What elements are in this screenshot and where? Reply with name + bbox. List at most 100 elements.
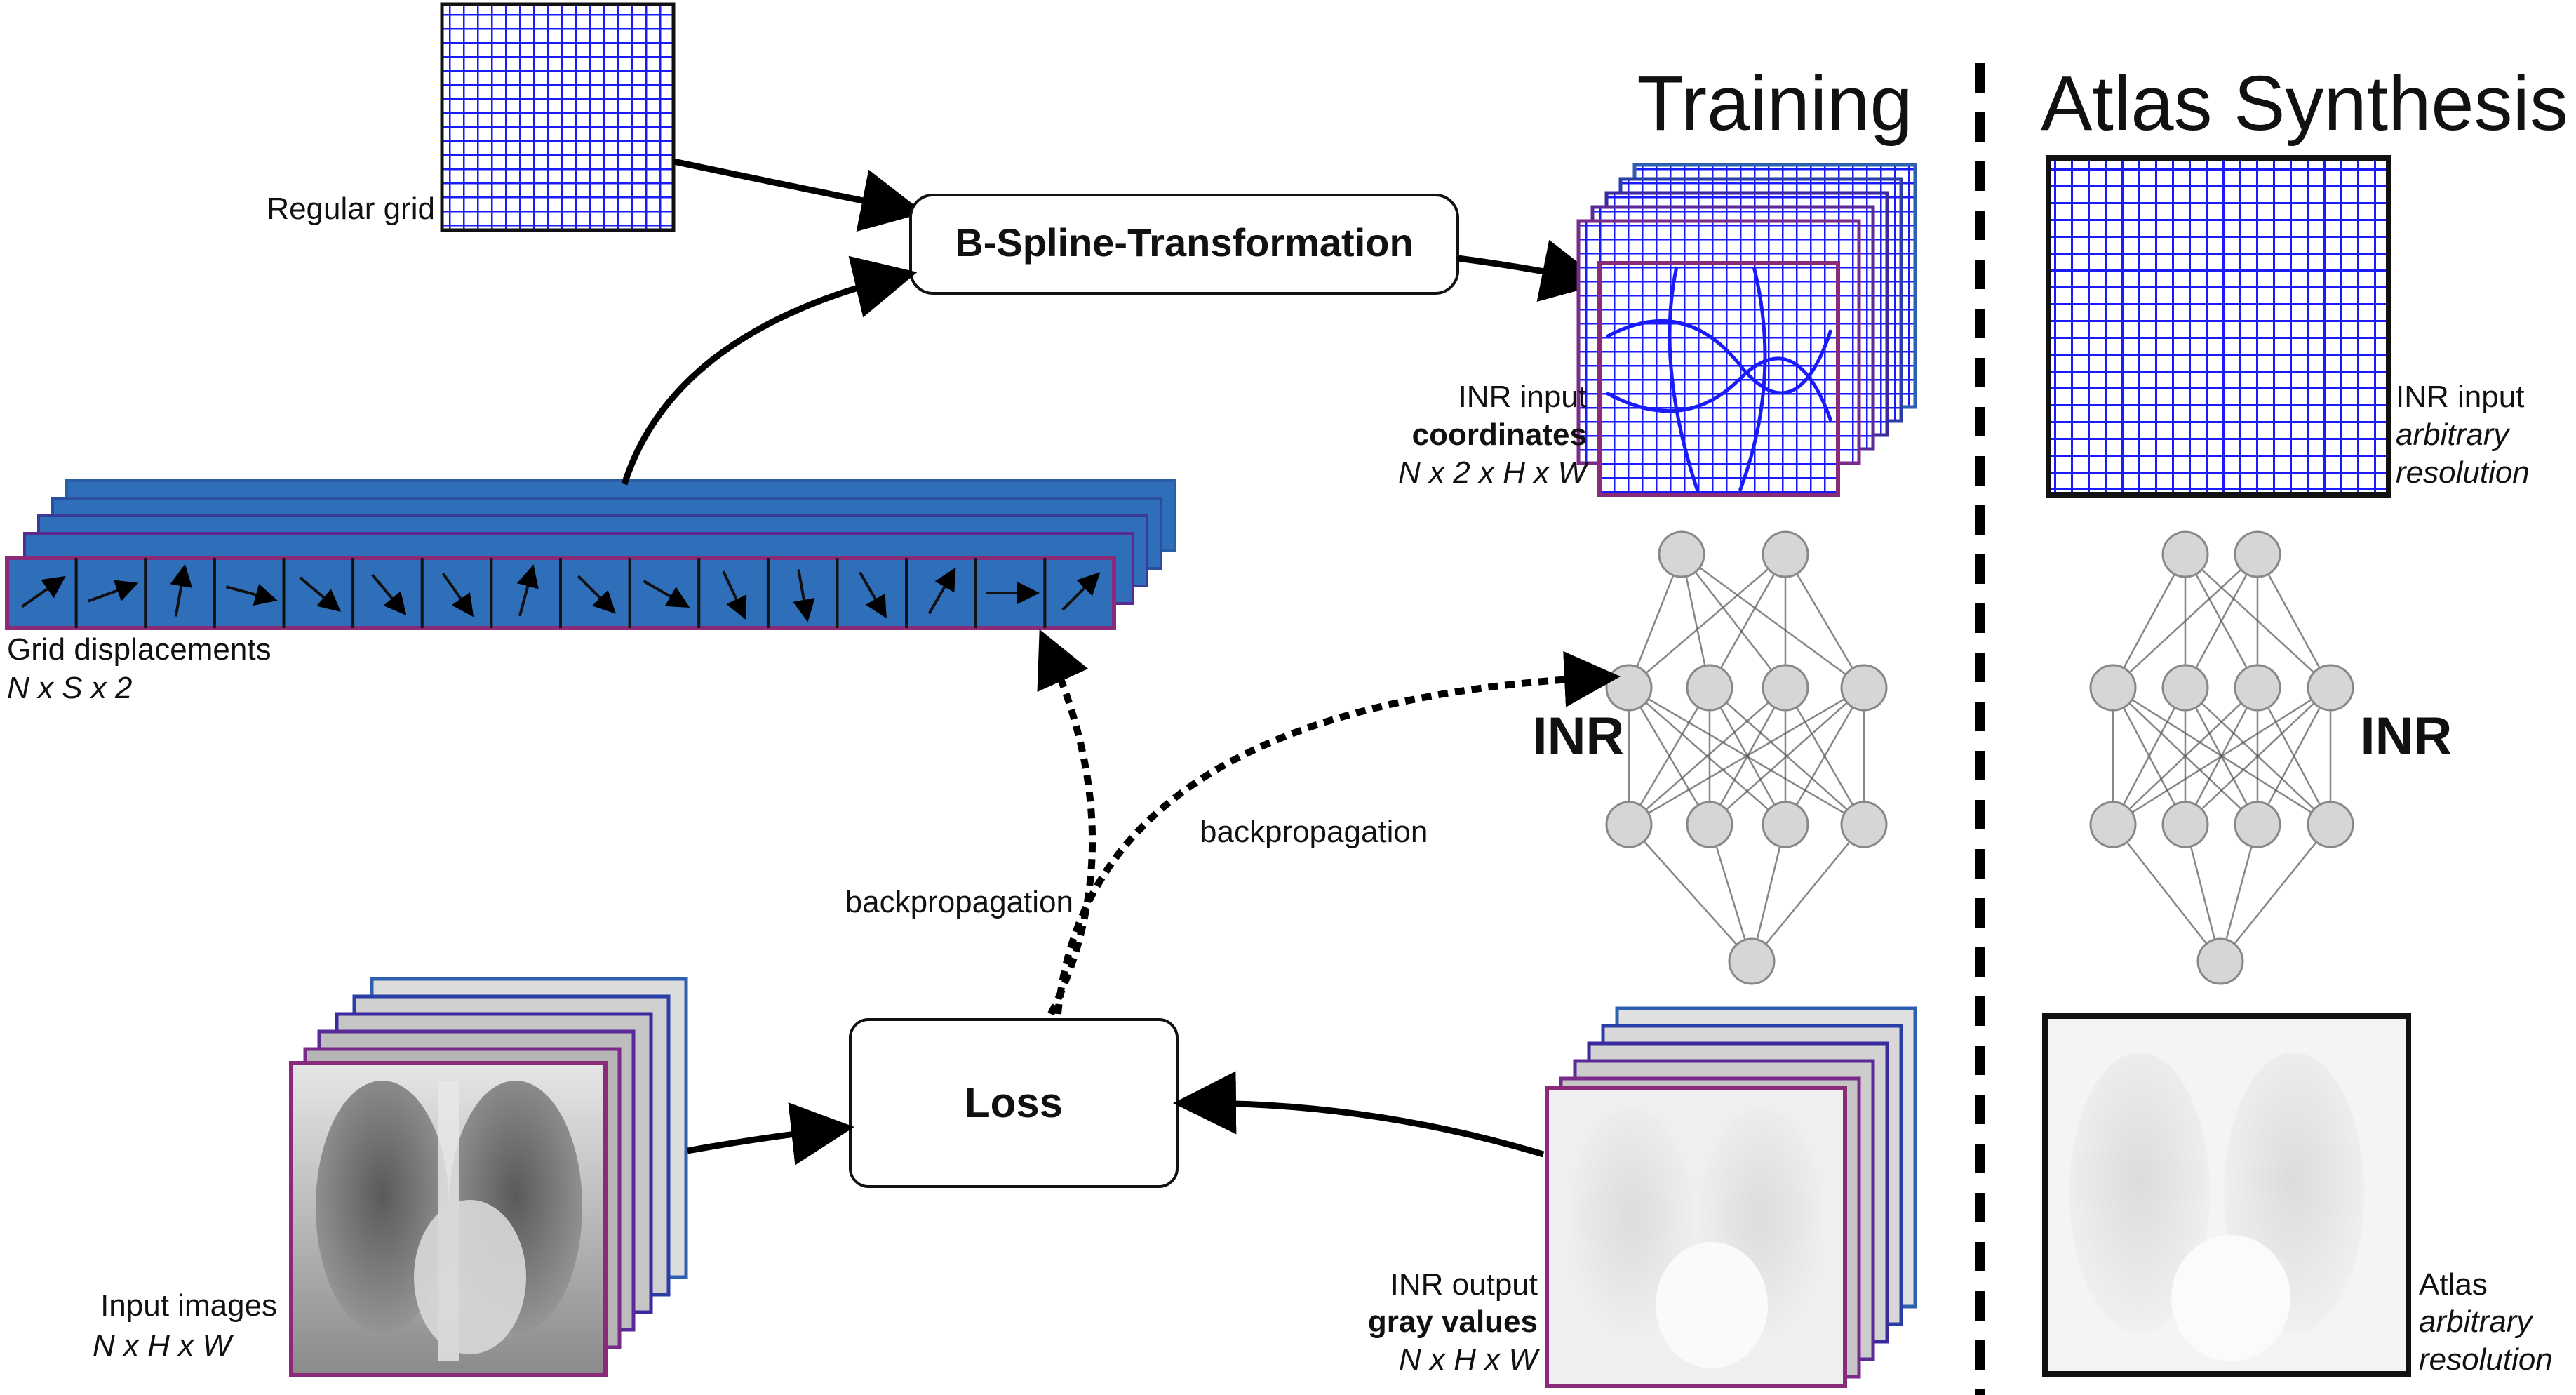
network-edge [2256,687,2332,825]
network-edge [1708,824,1753,962]
network-node [1840,801,1888,848]
network-node [1605,801,1653,848]
network-node [2161,801,2209,848]
atlas-synthesis-heading: Atlas Synthesis [2041,60,2568,147]
atlas-inr-arbitrary-label: arbitrary [2396,418,2511,452]
inr-network-training [1605,530,1888,985]
network-edge [1784,554,1865,688]
network-node [2161,530,2209,578]
atlas-resolution-label: resolution [2419,1342,2553,1377]
network-edge [2112,686,2331,826]
displacement-arrow [722,570,747,620]
network-edge [2219,824,2259,962]
inr-training-label: INR [1533,707,1625,766]
displacement-arrow [859,571,887,619]
network-node [1658,530,1705,578]
inr-network-atlas [2089,530,2354,985]
displacement-arrow [643,580,690,608]
bspline-transformation-box: B-Spline-Transformation [909,194,1459,295]
network-edge [1751,824,1865,962]
arrow-output-to-loss [1173,1071,1545,1158]
grid-displacements-dims-label: N x S x 2 [7,671,133,705]
network-node [1605,664,1653,712]
regular-grid-image [440,2,676,232]
network-node [1686,801,1733,848]
input-images-dims-label: N x H x W [93,1328,234,1363]
network-edge [1628,687,1786,825]
network-edge [2184,824,2222,962]
displacement-arrow [927,567,956,615]
network-node [2089,801,2137,848]
network-edge [2220,824,2331,962]
network-edge [1709,687,1865,825]
inr-input-label: INR input [1458,380,1587,414]
network-node [2234,530,2281,578]
displacement-arrow [1061,572,1101,611]
displacement-arrow [793,569,815,622]
network-edge [2256,554,2332,688]
backprop-right-label: backpropagation [1200,815,1428,849]
grid-displacements-stack [5,479,1176,630]
atlas-image [2042,1013,2411,1377]
inr-output-stack [1545,1006,1917,1388]
inr-atlas-label: INR [2361,707,2453,766]
arrow-displacements-to-bspline [621,255,918,486]
network-node [2161,664,2209,712]
grid-displacements-label: Grid displacements [7,632,271,667]
network-node [1762,664,1809,712]
inr-input-coordinates-stack [1576,163,1917,497]
displacement-arrow [371,573,407,616]
network-edge [1628,686,1865,826]
network-node [1840,664,1888,712]
network-edge [2185,687,2331,825]
network-node [2307,664,2354,712]
network-edge [1708,554,1787,688]
network-node [2196,937,2244,985]
inr-output-dims-label: N x H x W [1399,1342,1540,1377]
bspline-transformation-label: B-Spline-Transformation [955,220,1413,265]
displacement-arrow [21,575,66,608]
network-edge [1681,553,1865,689]
regular-grid-label: Regular grid [267,192,435,226]
network-node [2089,664,2137,712]
atlas-inr-input-label: INR input [2396,380,2524,414]
arrow-input-to-loss [687,1102,854,1166]
network-edge [2112,687,2187,825]
displacement-arrow [516,564,539,617]
displacement-arrow [577,575,617,614]
inr-output-gray-label: gray values [1368,1304,1538,1339]
inr-input-dims-label: N x 2 x H x W [1398,455,1589,490]
network-edge [1628,554,1683,688]
displacement-arrow [299,576,341,612]
atlas-arbitrary-label: arbitrary [2419,1304,2534,1339]
network-edge [1628,554,1786,688]
input-images-stack [289,977,688,1377]
displacement-arrow [88,580,139,603]
network-edge [2112,554,2187,688]
network-edge [1784,687,1865,825]
inr-output-image [1545,1086,1847,1388]
arrow-grid-to-bspline [673,158,925,232]
loss-box: Loss [849,1018,1179,1188]
network-edge [2184,554,2259,688]
atlas-inr-resolution-label: resolution [2396,455,2530,490]
network-node [1762,801,1809,848]
backprop-left-label: backpropagation [845,885,1073,919]
network-node [1762,530,1809,578]
network-node [1686,664,1733,712]
network-node [1728,937,1776,985]
input-images-label: Input images [100,1288,277,1323]
displacement-arrow [441,573,474,618]
network-node [2234,801,2281,848]
network-edge [2112,554,2258,688]
atlas-inr-input-grid [2046,155,2391,498]
inr-output-label: INR output [1390,1267,1538,1302]
network-edge [1628,687,1711,825]
network-node [2307,801,2354,848]
inr-input-coordinates-label: coordinates [1412,418,1587,452]
backprop-arrow-to-inr [1054,650,1621,1015]
displacement-arrow [170,563,193,617]
network-edge [2112,687,2258,825]
training-heading: Training [1637,60,1912,147]
arrow-bspline-to-coordinates [1457,239,1605,302]
